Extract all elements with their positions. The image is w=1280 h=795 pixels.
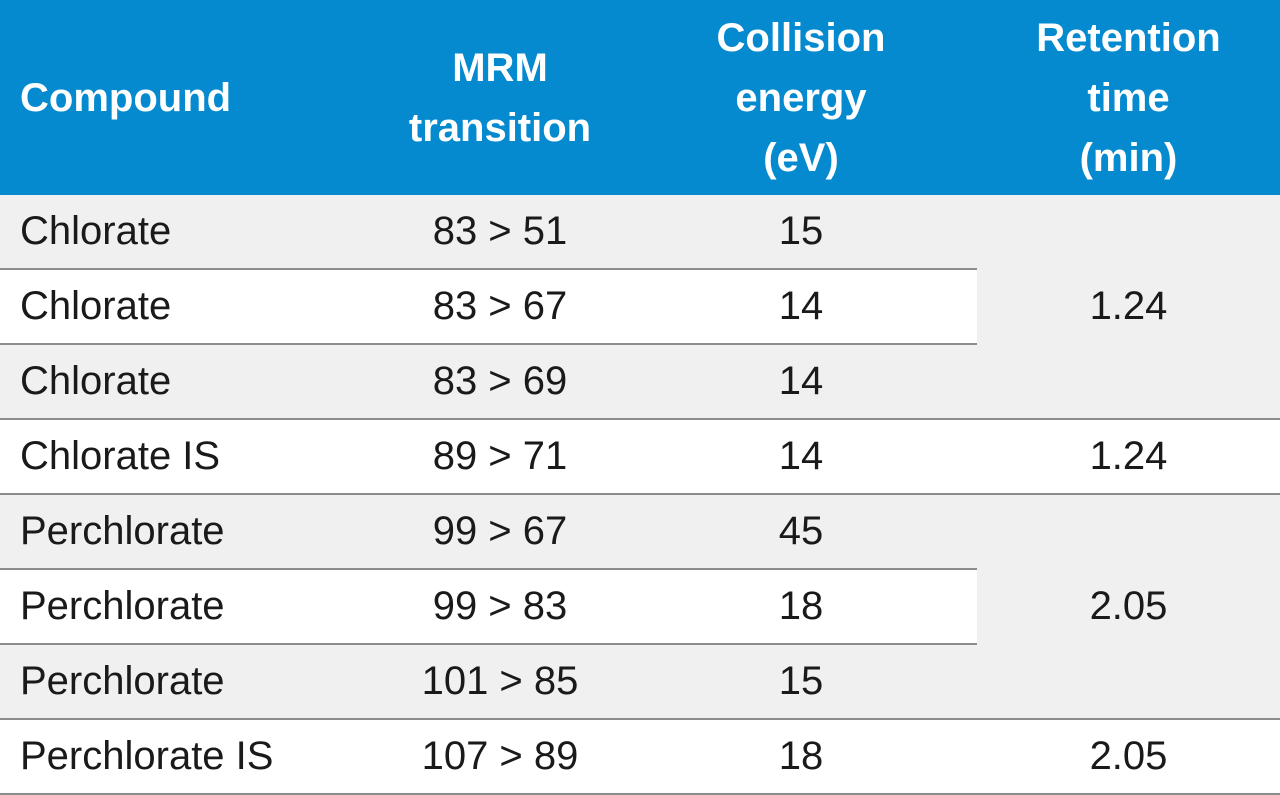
- table-row: Chlorate 83 > 51 15 1.24: [0, 195, 1280, 420]
- compound-cell: Chlorate: [0, 344, 375, 420]
- retention-time-cell: 2.05: [977, 719, 1280, 795]
- mrm-transition-cell: 83 > 51: [375, 195, 625, 270]
- header-mrm-transition-line-2: transition: [408, 105, 592, 150]
- header-collision-energy-line-1: Collision: [716, 15, 886, 60]
- collision-energy-cell: 15: [625, 195, 977, 270]
- collision-energy-cell: 18: [625, 719, 977, 795]
- compound-cell: Chlorate: [0, 269, 375, 345]
- table-row: Chlorate 83 > 67 14: [0, 269, 1280, 345]
- header-retention-time-line-2: time: [1087, 75, 1170, 120]
- collision-energy-cell: 14: [625, 344, 977, 420]
- compound-cell: Perchlorate: [0, 494, 375, 570]
- collision-energy-cell: 14: [625, 269, 977, 345]
- compound-cell: Perchlorate IS: [0, 719, 375, 795]
- mrm-transition-cell: 83 > 69: [375, 344, 625, 420]
- table-row: Perchlorate IS 107 > 89 18 2.05: [0, 719, 1280, 795]
- mrm-transition-cell: 99 > 83: [375, 569, 625, 645]
- mrm-transition-cell: 89 > 71: [375, 419, 625, 495]
- table-row: Chlorate 83 > 69 14: [0, 344, 1280, 420]
- table-row: Perchlorate 99 > 67 45 2.05: [0, 494, 1280, 720]
- collision-energy-cell: 18: [625, 569, 977, 645]
- mrm-transition-cell: 101 > 85: [375, 644, 625, 720]
- mrm-transition-cell: 83 > 67: [375, 269, 625, 345]
- header-mrm-transition: MRM transition: [375, 0, 625, 195]
- header-collision-energy: Collision energy (eV): [625, 0, 977, 195]
- collision-energy-cell: 45: [625, 494, 977, 570]
- header-compound: Compound: [0, 0, 375, 195]
- table-row: Perchlorate 101 > 85 15: [0, 644, 1280, 720]
- collision-energy-cell: 15: [625, 644, 977, 720]
- header-retention-time-line-1: Retention: [1036, 15, 1221, 60]
- compound-cell: Chlorate IS: [0, 419, 375, 495]
- header-collision-energy-line-2: energy: [735, 75, 867, 120]
- header-mrm-transition-line-1: MRM: [452, 45, 548, 90]
- mrm-transition-cell: 99 > 67: [375, 494, 625, 570]
- table-header-row: Compound MRM transition Collision energy…: [0, 0, 1280, 195]
- retention-time-cell: 2.05: [977, 494, 1280, 720]
- collision-energy-cell: 14: [625, 419, 977, 495]
- table-row: Perchlorate 99 > 83 18: [0, 569, 1280, 645]
- table-row: Chlorate IS 89 > 71 14 1.24: [0, 419, 1280, 495]
- retention-time-cell: 1.24: [977, 195, 1280, 420]
- compound-cell: Chlorate: [0, 195, 375, 270]
- header-retention-time-line-3: (min): [1079, 135, 1178, 180]
- mrm-transition-cell: 107 > 89: [375, 719, 625, 795]
- compound-cell: Perchlorate: [0, 569, 375, 645]
- compound-cell: Perchlorate: [0, 644, 375, 720]
- header-collision-energy-line-3: (eV): [763, 135, 839, 180]
- retention-time-cell: 1.24: [977, 419, 1280, 495]
- header-retention-time: Retention time (min): [977, 0, 1280, 195]
